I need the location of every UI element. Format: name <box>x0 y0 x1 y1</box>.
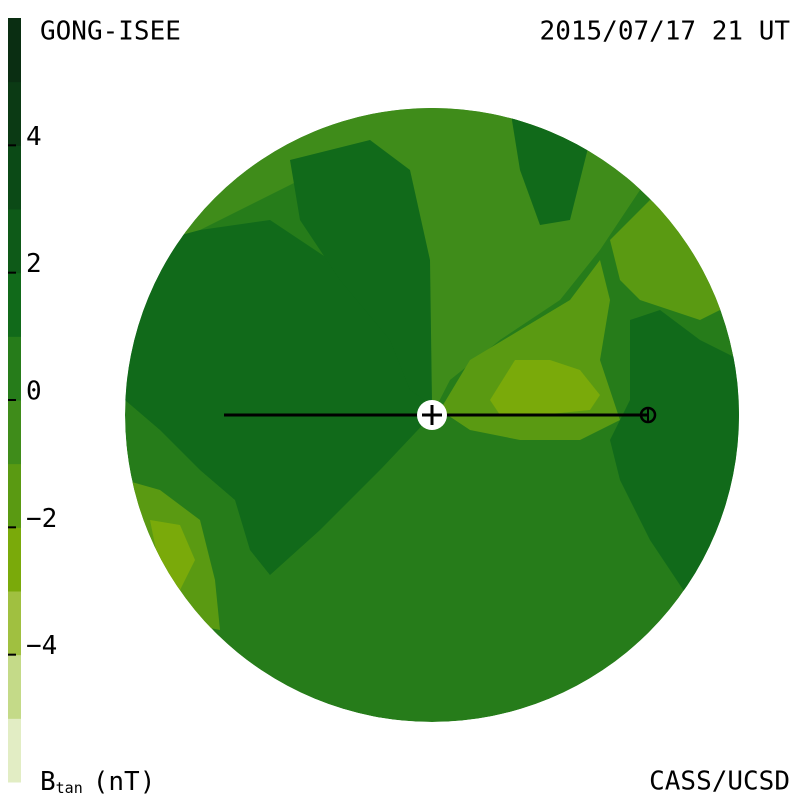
colorbar-band <box>8 18 21 83</box>
label-unit: (nT) <box>93 767 156 797</box>
region <box>125 220 432 575</box>
region <box>610 200 739 320</box>
colorbar-tick-label: −2 <box>26 504 57 534</box>
colorbar-band <box>8 718 21 783</box>
colorbar-label: Btan (nT) <box>40 767 155 797</box>
colorbar-band <box>8 527 21 592</box>
region <box>490 360 600 415</box>
colorbar-band <box>8 591 21 656</box>
colorbar-tick-label: 4 <box>26 122 42 152</box>
region <box>610 310 739 600</box>
region <box>150 520 195 590</box>
colorbar-band <box>8 272 21 337</box>
label-sub: tan <box>56 779 83 797</box>
colorbar-band <box>8 336 21 401</box>
colorbar-band <box>8 400 21 465</box>
region <box>290 140 432 405</box>
colorbar: 4 2 0 −2 −4 <box>8 18 57 783</box>
region <box>125 108 739 415</box>
credit: CASS/UCSD <box>649 767 790 797</box>
colorbar-tick-label: 0 <box>26 377 42 407</box>
label-main: B <box>40 767 56 797</box>
timestamp: 2015/07/17 21 UT <box>540 17 791 47</box>
source-title: GONG-ISEE <box>40 17 181 47</box>
colorbar-band <box>8 654 21 719</box>
colorbar-band <box>8 81 21 146</box>
colorbar-tick-label: 2 <box>26 249 42 279</box>
colorbar-band <box>8 145 21 210</box>
colorbar-band <box>8 209 21 274</box>
colorbar-tick-label: −4 <box>26 631 57 661</box>
colorbar-band <box>8 463 21 528</box>
